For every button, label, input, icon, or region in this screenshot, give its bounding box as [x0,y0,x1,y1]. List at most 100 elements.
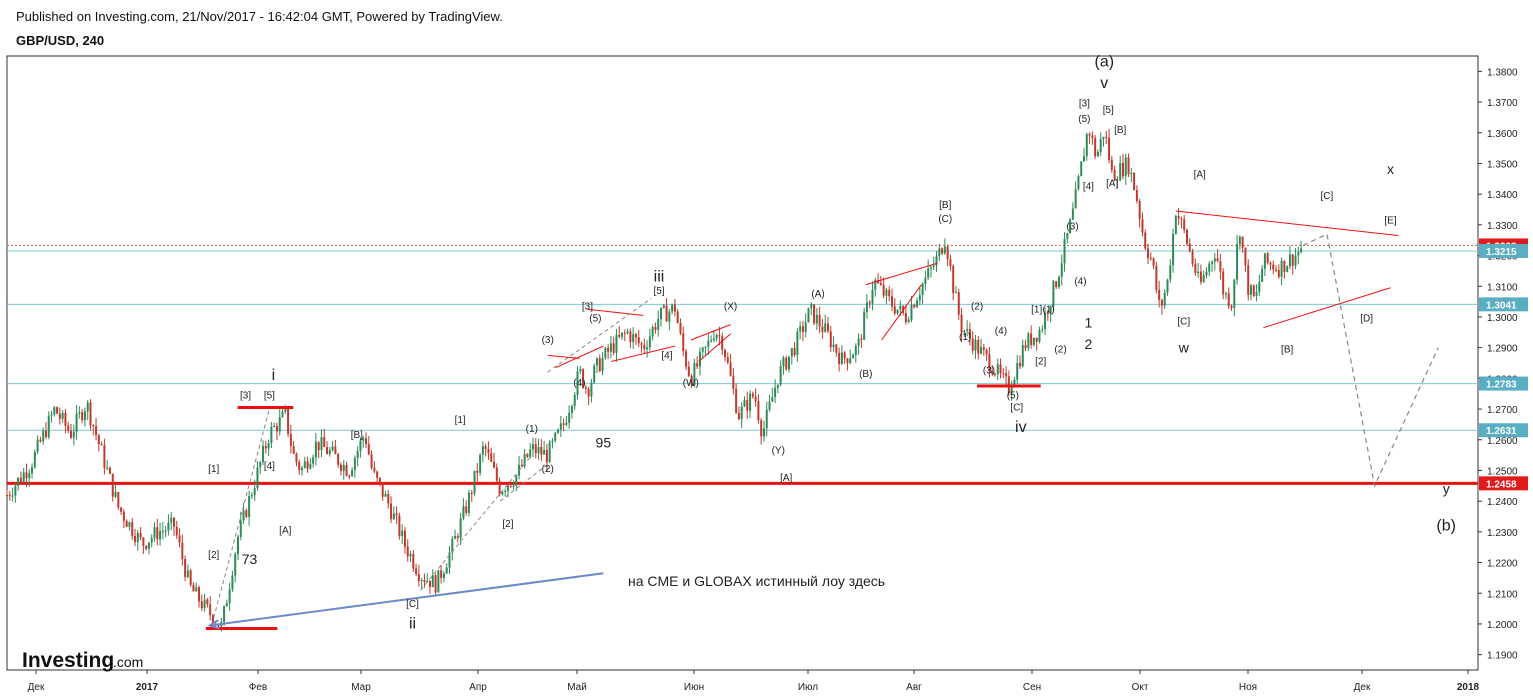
candle-body [804,322,807,332]
candle-body [44,430,47,438]
wave-label: [C] [1177,317,1190,328]
wave-label: [C] [1321,191,1334,202]
wave-label: (Y) [772,446,785,457]
candle-body [626,331,629,334]
candle-body [328,450,331,454]
y-tick-label: 1.3300 [1487,221,1518,232]
candle-body [459,518,462,538]
candle-body [1275,269,1278,271]
y-tick-label: 1.3400 [1487,190,1518,201]
candle-body [384,493,387,497]
candle-body [793,348,796,356]
candle-body [954,292,957,294]
candle-body [932,265,935,267]
candle-body [89,402,92,426]
candle-body [643,344,646,350]
wave-label: (1) [526,424,538,435]
candle-body [401,530,404,537]
wave-label: [1] [1031,304,1042,315]
candle-body [470,492,473,494]
candle-body [1149,258,1152,260]
candle-body [999,364,1002,374]
candle-body [646,347,649,350]
candle-body [515,475,518,486]
candle-body [885,289,888,296]
x-tick-label: Май [567,682,587,693]
candle-body [381,482,384,497]
candle-body [799,326,802,332]
candle-body [690,375,693,386]
candle-body [710,340,713,342]
candle-body [1222,271,1225,295]
candle-body [537,446,540,454]
price-tag-label: 1.2783 [1486,380,1517,391]
candle-body [679,323,682,333]
candle-body [1066,233,1069,239]
candle-body [117,492,120,508]
candle-body [615,334,618,353]
candle-body [356,450,359,459]
candle-body [960,314,963,333]
wave-label: [5] [1103,105,1114,116]
price-tag-label: 1.2458 [1486,479,1517,490]
triangle-lower-trendline [1263,287,1391,329]
wave-label: [5] [264,390,275,401]
wave-label: ii [409,616,416,633]
candle-body [1241,236,1244,248]
candle-body [1074,189,1077,209]
logo-suffix: .com [113,654,143,670]
candle-body [25,472,28,479]
candle-body [495,467,498,481]
dashed-trendline [420,454,533,591]
candle-body [1263,253,1266,269]
wave-label: (3) [542,335,554,346]
candle-body [1183,219,1186,230]
wave-label: 73 [242,551,258,567]
candle-body [907,319,910,323]
candle-body [1261,268,1264,282]
candle-body [868,302,871,304]
candle-body [562,423,565,425]
wave-label: (X) [724,301,737,312]
candle-body [1300,248,1303,252]
candle-body [935,256,938,266]
price-tag [1479,243,1528,258]
candle-body [36,439,39,452]
candle-body [262,445,265,463]
candle-body [192,584,195,592]
wave-label: (2) [1054,344,1066,355]
dashed-trendline [547,298,652,373]
candle-body [648,336,651,348]
candle-body [33,451,36,468]
candle-body [198,587,201,602]
candle-body [651,326,654,337]
candle-body [509,485,512,487]
wave-label: (b) [1436,517,1456,534]
candle-body [1038,330,1041,342]
candle-body [1208,263,1211,272]
wave-label: [C] [1010,403,1023,414]
candle-body [490,453,493,462]
candle-body [1052,281,1055,307]
price-tag [1479,476,1528,491]
candle-body [378,477,381,483]
candle-body [120,507,123,512]
candle-body [1177,216,1180,219]
dashed-trendline [499,463,548,502]
candle-body [807,308,810,323]
symbol-title: GBP/USD, 240 [16,33,105,48]
price-tag [1479,423,1528,438]
wave-label: [4] [661,350,672,361]
candle-body [8,495,11,497]
candle-body [846,358,849,363]
candle-body [467,492,470,513]
candle-body [306,461,309,469]
candle-body [790,348,793,357]
candle-body [153,527,156,538]
candle-body [604,347,607,359]
candle-body [576,371,579,395]
candle-body [314,441,317,458]
candle-body [815,314,818,324]
candle-body [1213,258,1216,262]
